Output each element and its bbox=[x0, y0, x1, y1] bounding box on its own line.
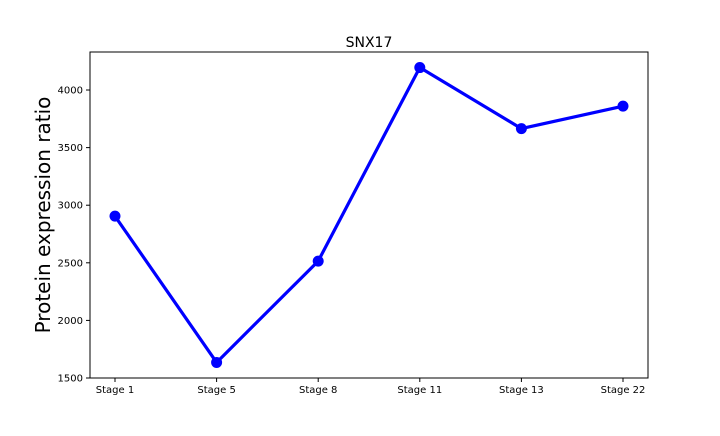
y-tick-label: 2500 bbox=[58, 258, 83, 269]
y-axis-ticks: 1500 2000 2500 3000 3500 4000 bbox=[58, 86, 90, 385]
data-point bbox=[617, 100, 629, 112]
series-layer bbox=[109, 62, 629, 368]
x-tick-label: Stage 8 bbox=[299, 385, 337, 396]
x-tick-label: Stage 5 bbox=[197, 385, 235, 396]
data-point bbox=[414, 62, 426, 74]
data-point bbox=[211, 356, 223, 368]
data-point bbox=[312, 255, 324, 267]
series-line bbox=[113, 65, 625, 365]
x-tick-label: Stage 1 bbox=[96, 385, 134, 396]
x-tick-label: Stage 13 bbox=[499, 385, 544, 396]
y-tick-label: 4000 bbox=[58, 86, 83, 97]
data-point bbox=[515, 123, 527, 135]
y-tick-label: 3000 bbox=[58, 201, 83, 212]
plot-frame bbox=[89, 51, 649, 379]
y-axis-label: Protein expression ratio bbox=[31, 97, 55, 334]
y-tick-label: 1500 bbox=[58, 374, 83, 385]
y-tick-label: 2000 bbox=[58, 316, 83, 327]
x-tick-label: Stage 11 bbox=[397, 385, 442, 396]
x-tick-label: Stage 22 bbox=[601, 385, 646, 396]
x-axis-ticks: Stage 1 Stage 5 Stage 8 Stage 11 Stage 13 Sta… bbox=[96, 378, 646, 396]
y-tick-label: 3500 bbox=[58, 143, 83, 154]
data-point bbox=[109, 210, 121, 222]
chart-title: SNX17 bbox=[346, 35, 393, 51]
